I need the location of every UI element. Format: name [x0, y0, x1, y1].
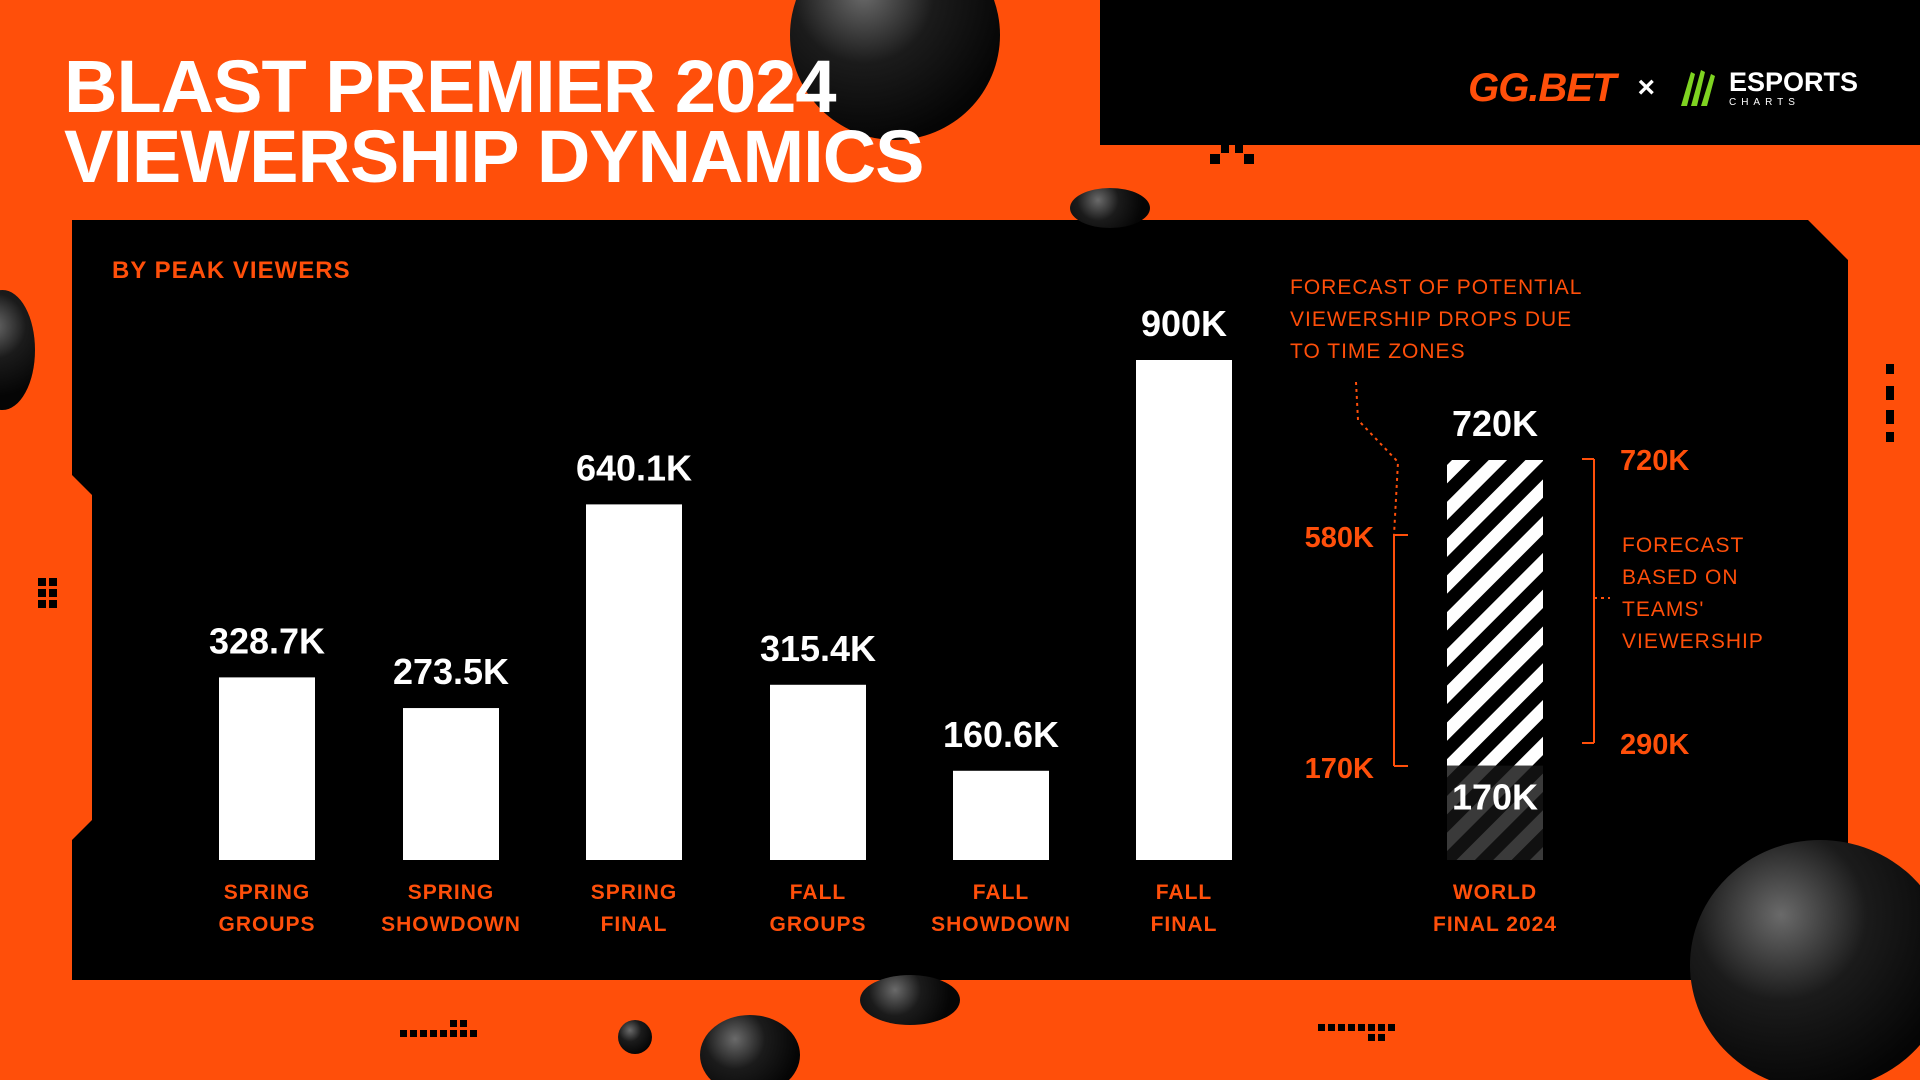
time-zone-note-line: TO TIME ZONES — [1290, 340, 1466, 363]
bar — [953, 770, 1049, 860]
decorative-blob-small-top — [1070, 188, 1150, 228]
category-label-line-2: FINAL — [601, 913, 668, 936]
time-zone-range-top-label: 580K — [1305, 522, 1374, 554]
bar-value-label: 328.7K — [209, 620, 325, 661]
bar — [403, 708, 499, 860]
bar-value-label: 720K — [1452, 403, 1538, 444]
teams-range-bottom-label: 290K — [1620, 729, 1689, 761]
category-label-line-2: SHOWDOWN — [931, 913, 1071, 936]
pixel-grid-decoration-left — [38, 578, 58, 608]
page-title: BLAST PREMIER 2024 VIEWERSHIP DYNAMICS — [64, 45, 925, 198]
bar-value-label: 640.1K — [576, 447, 692, 488]
pixel-dots-decoration-bottom-left — [400, 1016, 480, 1040]
teams-note-line: VIEWERSHIP — [1622, 630, 1764, 653]
forecast-range-bar — [1447, 460, 1543, 766]
bar — [219, 677, 315, 860]
bar-value-label: 315.4K — [760, 628, 876, 669]
category-label-line-1: SPRING — [224, 881, 311, 904]
header-corner-panel — [1100, 0, 1920, 145]
bar — [586, 504, 682, 860]
teams-range-top-label: 720K — [1620, 445, 1689, 477]
category-label-line-2: GROUPS — [218, 913, 315, 936]
logo-separator: × — [1637, 71, 1655, 104]
decorative-blob-bottom-mid — [700, 1015, 800, 1080]
bar-value-label: 160.6K — [943, 714, 1059, 755]
bar-value-label: 900K — [1141, 303, 1227, 344]
esports-logo-text: ESPORTS — [1728, 66, 1858, 97]
forecast-base-bar — [1447, 765, 1543, 860]
pixel-dots-decoration-bottom-right — [1318, 1020, 1402, 1044]
forecast-base-value-label: 170K — [1452, 777, 1538, 818]
charts-logo-text: CHARTS — [1728, 96, 1800, 108]
teams-note-line: FORECAST — [1622, 534, 1744, 557]
category-label-line-1: FALL — [973, 881, 1030, 904]
category-label-line-1: SPRING — [408, 881, 495, 904]
category-label-line-2: FINAL 2024 — [1433, 913, 1557, 936]
category-label-line-2: SHOWDOWN — [381, 913, 521, 936]
category-label-line-2: FINAL — [1151, 913, 1218, 936]
category-label-line-1: FALL — [790, 881, 847, 904]
time-zone-note-line: FORECAST OF POTENTIAL — [1290, 276, 1582, 299]
teams-note-line: TEAMS' — [1622, 598, 1704, 621]
ggbet-logo: GG.BET — [1468, 65, 1616, 110]
category-label-line-1: SPRING — [591, 881, 678, 904]
pixel-bar-decoration-right — [1886, 364, 1896, 444]
time-zone-note-line: VIEWERSHIP DROPS DUE — [1290, 308, 1572, 331]
decorative-blob-bottom-small — [618, 1020, 652, 1054]
category-label-line-1: WORLD — [1453, 881, 1537, 904]
teams-note-line: BASED ON — [1622, 566, 1739, 589]
decorative-blob-bottom-right — [1690, 840, 1920, 1080]
esports-charts-logo: ESPORTS CHARTS — [1677, 66, 1858, 110]
bar — [770, 684, 866, 860]
category-label-line-2: GROUPS — [769, 913, 866, 936]
category-label-line-1: FALL — [1156, 881, 1213, 904]
title-line-2: VIEWERSHIP DYNAMICS — [64, 115, 925, 198]
title-line-1: BLAST PREMIER 2024 — [64, 45, 837, 128]
decorative-blob-bottom-drip — [860, 975, 960, 1025]
bar — [1136, 360, 1232, 860]
chart-subtitle: BY PEAK VIEWERS — [112, 257, 351, 284]
esports-charts-leaf-icon — [1680, 70, 1715, 106]
pixel-x-decoration — [1210, 120, 1254, 164]
time-zone-range-bottom-label: 170K — [1305, 753, 1374, 785]
bar-value-label: 273.5K — [393, 651, 509, 692]
partner-logos: GG.BET × ESPORTS CHARTS — [1468, 66, 1858, 110]
time-zone-note-connector — [1355, 381, 1400, 536]
